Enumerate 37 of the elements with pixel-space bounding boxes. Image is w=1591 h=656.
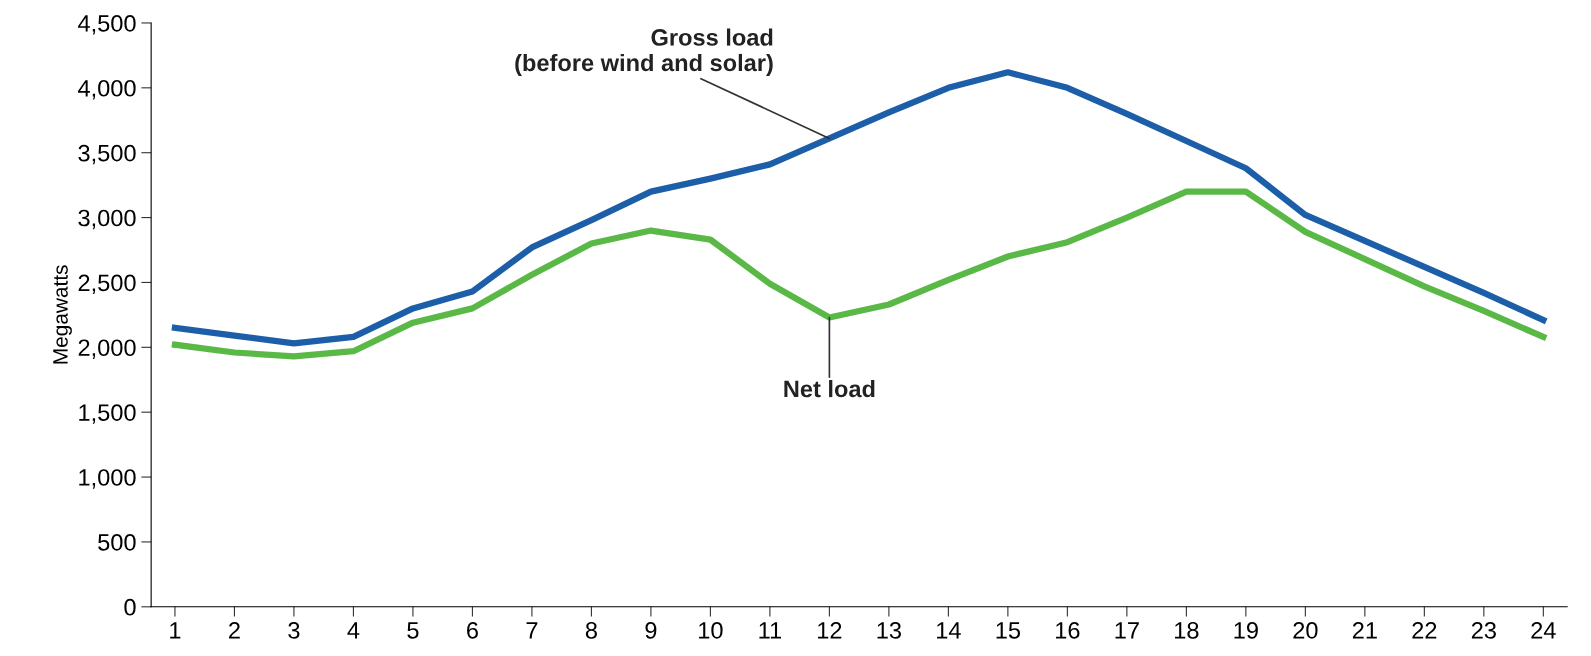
x-tick-label: 20 [1293,622,1318,639]
x-tick-label: 12 [818,622,842,639]
x-tick-label: 21 [1352,622,1377,639]
y-tick-label: 4,500 [78,15,136,35]
annotation: Gross load (before wind and solar) [515,28,773,76]
y-tick-label: 0 [124,598,136,616]
y-tick-label: 500 [98,534,136,551]
x-tick-label: 10 [699,622,723,639]
x-tick-label: 16 [1056,622,1080,639]
x-tick-label: 15 [996,622,1021,639]
x-tick-label: 7 [526,622,538,639]
x-tick-label: 6 [467,622,478,639]
y-tick-label: 3,500 [78,144,136,165]
x-tick-label: 24 [1531,622,1556,639]
annotation: Net load [784,379,875,398]
x-tick-label: 8 [585,622,597,639]
x-tick-label: 13 [877,622,901,639]
x-tick-label: 4 [347,622,360,639]
y-tick-label: 1,500 [79,404,136,424]
y-tick-label: 1,000 [79,469,136,489]
x-tick-label: 22 [1412,622,1437,639]
y-tick-label: 2,000 [78,339,136,359]
y-tick-label: 4,000 [78,79,136,100]
x-tick-label: 18 [1175,622,1199,639]
x-tick-label: 3 [288,622,300,639]
x-tick-label: 2 [229,622,240,639]
x-tick-label: 1 [170,622,181,639]
y-tick-label: 2,500 [78,274,136,295]
x-tick-label: 23 [1471,622,1496,639]
x-tick-label: 14 [937,622,961,639]
x-tick-label: 5 [407,622,419,639]
y-axis-title: Megawatts [53,265,72,364]
x-tick-label: 9 [645,622,657,639]
x-tick-label: 19 [1234,622,1258,639]
y-tick-label: 3,000 [78,209,136,230]
x-tick-label: 17 [1115,622,1139,639]
x-tick-label: 11 [759,622,782,639]
